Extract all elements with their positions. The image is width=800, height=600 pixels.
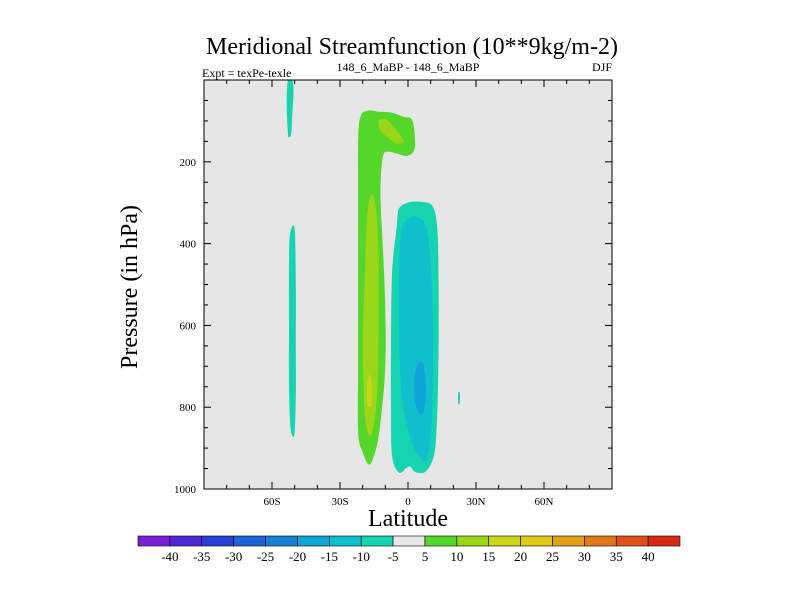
colorbar-label: 35 [610,549,623,564]
y-tick-label: 1000 [174,484,197,496]
colorbar-label: 5 [422,549,429,564]
colorbar-swatch [488,535,521,547]
colorbar-swatch [392,535,426,547]
contour-region-high-lat-south-lower [288,225,296,437]
colorbar-label: 10 [450,549,463,564]
contour-region-small-spot [458,391,460,405]
colorbar: -40 -35 -30 -25 -20 -15 -10 -5 5 10 15 20 25 30 35 40 [137,535,681,564]
colorbar-swatch [552,535,585,547]
y-tick-label: 400 [180,239,197,251]
colorbar-swatch [615,535,649,547]
y-tick-label: 200 [180,157,197,169]
colorbar-label: -35 [193,549,210,564]
contour-region-southern-cell-15-lower [362,194,379,437]
colorbar-label: 30 [578,549,591,564]
colorbar-label: -20 [289,549,306,564]
colorbar-label: -10 [353,549,370,564]
contour-region-high-lat-south-upper [286,80,294,138]
colorbar-swatch [265,535,298,547]
colorbar-label: -40 [161,549,178,564]
contour-regions [286,80,460,474]
colorbar-label: 40 [642,549,655,564]
colorbar-swatch [328,535,362,547]
y-axis-label: Pressure (in hPa) [117,205,143,369]
colorbar-swatch [360,535,394,547]
colorbar-label: 15 [482,549,495,564]
colorbar-swatch [584,535,617,547]
colorbar-swatch [201,535,234,547]
colorbar-swatch [297,535,330,547]
colorbar-label: -25 [257,549,274,564]
y-tick-label: 600 [180,320,197,332]
colorbar-swatch [169,535,203,547]
x-tick-label: 60S [263,496,280,508]
colorbar-label: -5 [388,549,399,564]
contour-region-northern-cell-minus15 [414,361,427,415]
season-label: DJF [592,60,612,74]
colorbar-swatch [137,535,171,547]
colorbar-label: 25 [546,549,559,564]
colorbar-swatch [424,535,458,547]
x-axis: 60S 30S 0 30N 60N [226,80,590,508]
experiment-comparison-label: 148_6_MaBP - 148_6_MaBP [337,60,480,74]
x-tick-label: 60N [535,496,554,508]
x-tick-label: 0 [405,496,411,508]
x-axis-label: Latitude [368,506,448,532]
colorbar-swatch [233,535,266,547]
y-axis: 200 400 600 800 1000 [174,99,612,496]
chart-title: Meridional Streamfunction (10**9kg/m-2) [206,34,618,60]
y-tick-label: 800 [180,402,197,414]
colorbar-swatch [456,535,490,547]
x-tick-label: 30S [331,496,348,508]
x-tick-label: 30N [467,496,486,508]
colorbar-label: -30 [225,549,242,564]
experiment-label: Expt = texPe-texle [202,66,291,80]
contour-region-southern-cell-20 [366,374,372,408]
colorbar-label: 20 [514,549,527,564]
colorbar-label: -15 [321,549,338,564]
contour-region-southern-cell-15-upper [378,118,404,144]
colorbar-swatch [520,535,553,547]
colorbar-swatch [647,535,681,547]
